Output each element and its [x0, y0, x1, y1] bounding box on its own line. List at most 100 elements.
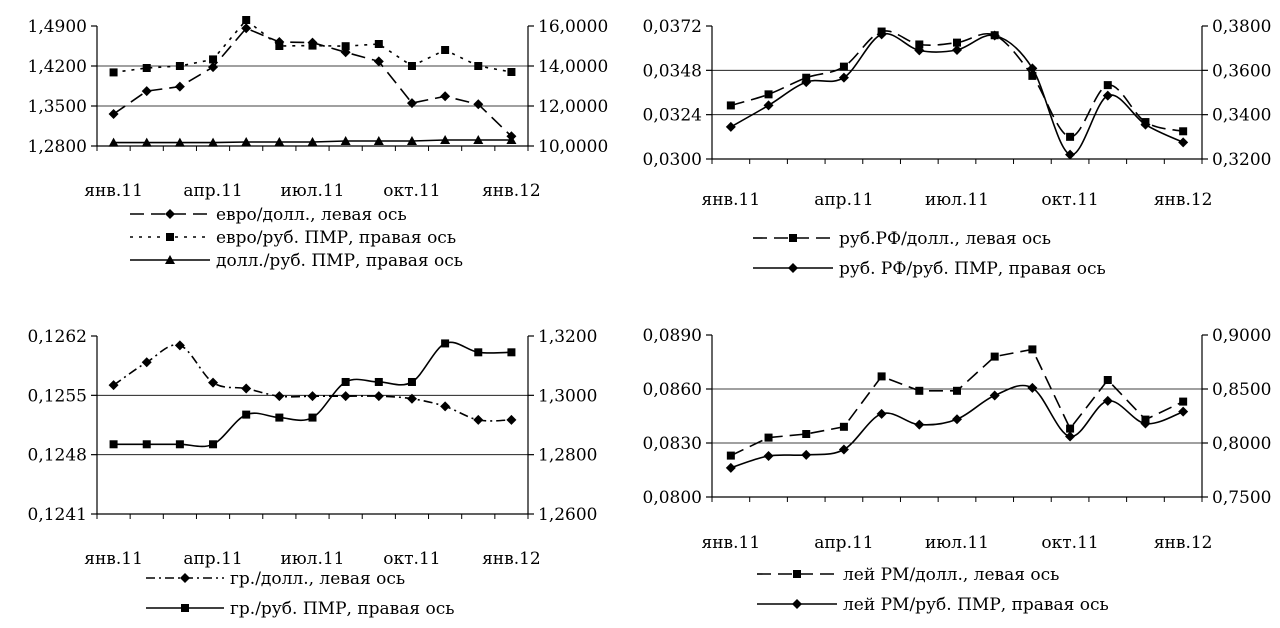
series-2	[109, 16, 516, 77]
data-point	[109, 440, 118, 449]
chart-hryvnia: 0,1241 0,1248 0,1255 0,1262 1,2600 1,2800 1,30…	[28, 327, 598, 619]
data-point	[952, 414, 962, 425]
x-tick-label: июл.11	[925, 533, 989, 553]
data-point	[838, 72, 849, 83]
legend-marker	[789, 234, 797, 242]
chart-panel-2: 0,0300 0,0324 0,0348 0,0372 0,3200 0,3400 0,36…	[640, 0, 1280, 314]
data-point	[307, 137, 318, 146]
data-point	[764, 433, 773, 442]
x-tick-label: янв.12	[482, 549, 541, 569]
data-point	[241, 137, 252, 146]
data-point	[441, 46, 450, 54]
data-point	[764, 90, 773, 99]
data-point	[953, 38, 961, 47]
chart-euro: 1,2800 1,3500 1,4200 1,4900 10,0000 12,0000 14…	[28, 16, 608, 271]
right-tick-label: 10,0000	[538, 137, 608, 157]
data-point	[1102, 90, 1113, 101]
data-point	[308, 41, 317, 50]
data-point	[474, 62, 483, 70]
data-point	[952, 44, 962, 55]
legend-label: руб.РФ/долл., левая ось	[839, 229, 1051, 249]
data-point	[142, 440, 151, 449]
x-tick-label: янв.11	[84, 549, 143, 569]
legend-entry: лей РМ/руб. ПМР, правая ось	[757, 595, 1109, 615]
data-point	[914, 45, 925, 56]
data-point	[507, 348, 516, 357]
data-point	[990, 352, 999, 361]
data-point	[440, 401, 451, 412]
legend-entry: руб.РФ/долл., левая ось	[753, 229, 1051, 249]
data-point	[1065, 431, 1076, 442]
data-point	[208, 137, 219, 147]
left-tick-label: 0,0830	[643, 434, 702, 454]
data-point	[989, 390, 1000, 401]
legend-marker	[792, 599, 802, 609]
right-tick-label: 0,3600	[1212, 61, 1271, 81]
x-tick-label: окт.11	[383, 181, 440, 201]
legend-entry: долл./руб. ПМР, правая ось	[130, 251, 463, 271]
data-point	[209, 55, 218, 64]
x-tick-label: янв.11	[84, 181, 143, 201]
data-point	[1027, 382, 1038, 393]
data-point	[241, 23, 252, 34]
left-tick-label: 1,4900	[28, 17, 87, 37]
data-point	[1103, 376, 1112, 384]
right-tick-label: 0,7500	[1212, 488, 1271, 508]
data-point	[1140, 418, 1151, 429]
data-point	[1065, 149, 1076, 160]
x-tick-label: янв.11	[702, 533, 761, 553]
data-point	[141, 86, 152, 97]
right-tick-label: 1,3000	[538, 386, 597, 406]
data-point	[373, 136, 384, 145]
legend-label: лей РМ/руб. ПМР, правая ось	[843, 595, 1109, 615]
left-tick-label: 0,0800	[643, 488, 702, 508]
left-tick-label: 0,0890	[643, 326, 702, 346]
data-point	[108, 380, 119, 391]
left-tick-label: 0,1241	[28, 505, 87, 525]
data-point	[208, 62, 219, 73]
data-point	[307, 391, 318, 402]
data-point	[275, 42, 284, 50]
data-point	[1179, 127, 1188, 136]
right-tick-label: 1,2600	[538, 505, 597, 525]
data-point	[406, 98, 417, 109]
legend-entry: евро/руб. ПМР, правая ось	[130, 228, 456, 248]
legend-label: евро/долл., левая ось	[216, 205, 407, 225]
right-tick-label: 0,3200	[1212, 150, 1271, 170]
left-tick-label: 1,4200	[28, 57, 87, 77]
x-tick-label: июл.11	[281, 181, 345, 201]
chart-panel-1: 1,2800 1,3500 1,4200 1,4900 10,0000 12,0000 14…	[0, 0, 640, 314]
left-tick-label: 0,1255	[28, 386, 87, 406]
data-point	[441, 339, 450, 348]
x-tick-label: апр.11	[814, 190, 873, 210]
data-point	[725, 121, 736, 132]
x-tick-label: янв.12	[1154, 190, 1213, 210]
series-1	[108, 340, 517, 425]
data-point	[1027, 63, 1038, 74]
data-point	[506, 135, 517, 144]
series-1	[108, 23, 517, 142]
data-point	[953, 386, 961, 395]
data-point	[208, 377, 219, 388]
chart-panel-3: 0,1241 0,1248 0,1255 0,1262 1,2600 1,2800 1,30…	[0, 314, 640, 628]
legend-marker	[180, 573, 190, 583]
legend-marker	[165, 255, 175, 264]
data-point	[374, 40, 383, 48]
legend-entry: руб. РФ/руб. ПМР, правая ось	[753, 259, 1106, 279]
data-point	[374, 377, 383, 386]
series-2	[725, 29, 1189, 160]
data-point	[440, 91, 451, 102]
data-point	[839, 62, 848, 71]
series-3	[108, 135, 517, 147]
data-point	[109, 68, 118, 77]
data-point	[914, 419, 925, 430]
data-point	[141, 137, 152, 147]
data-point	[406, 393, 417, 404]
data-point	[801, 449, 812, 460]
legend-label: долл./руб. ПМР, правая ось	[216, 251, 463, 271]
data-point	[373, 56, 384, 67]
data-point	[915, 40, 924, 49]
data-point	[108, 109, 119, 119]
data-point	[142, 64, 151, 72]
x-tick-label: окт.11	[1041, 533, 1098, 553]
